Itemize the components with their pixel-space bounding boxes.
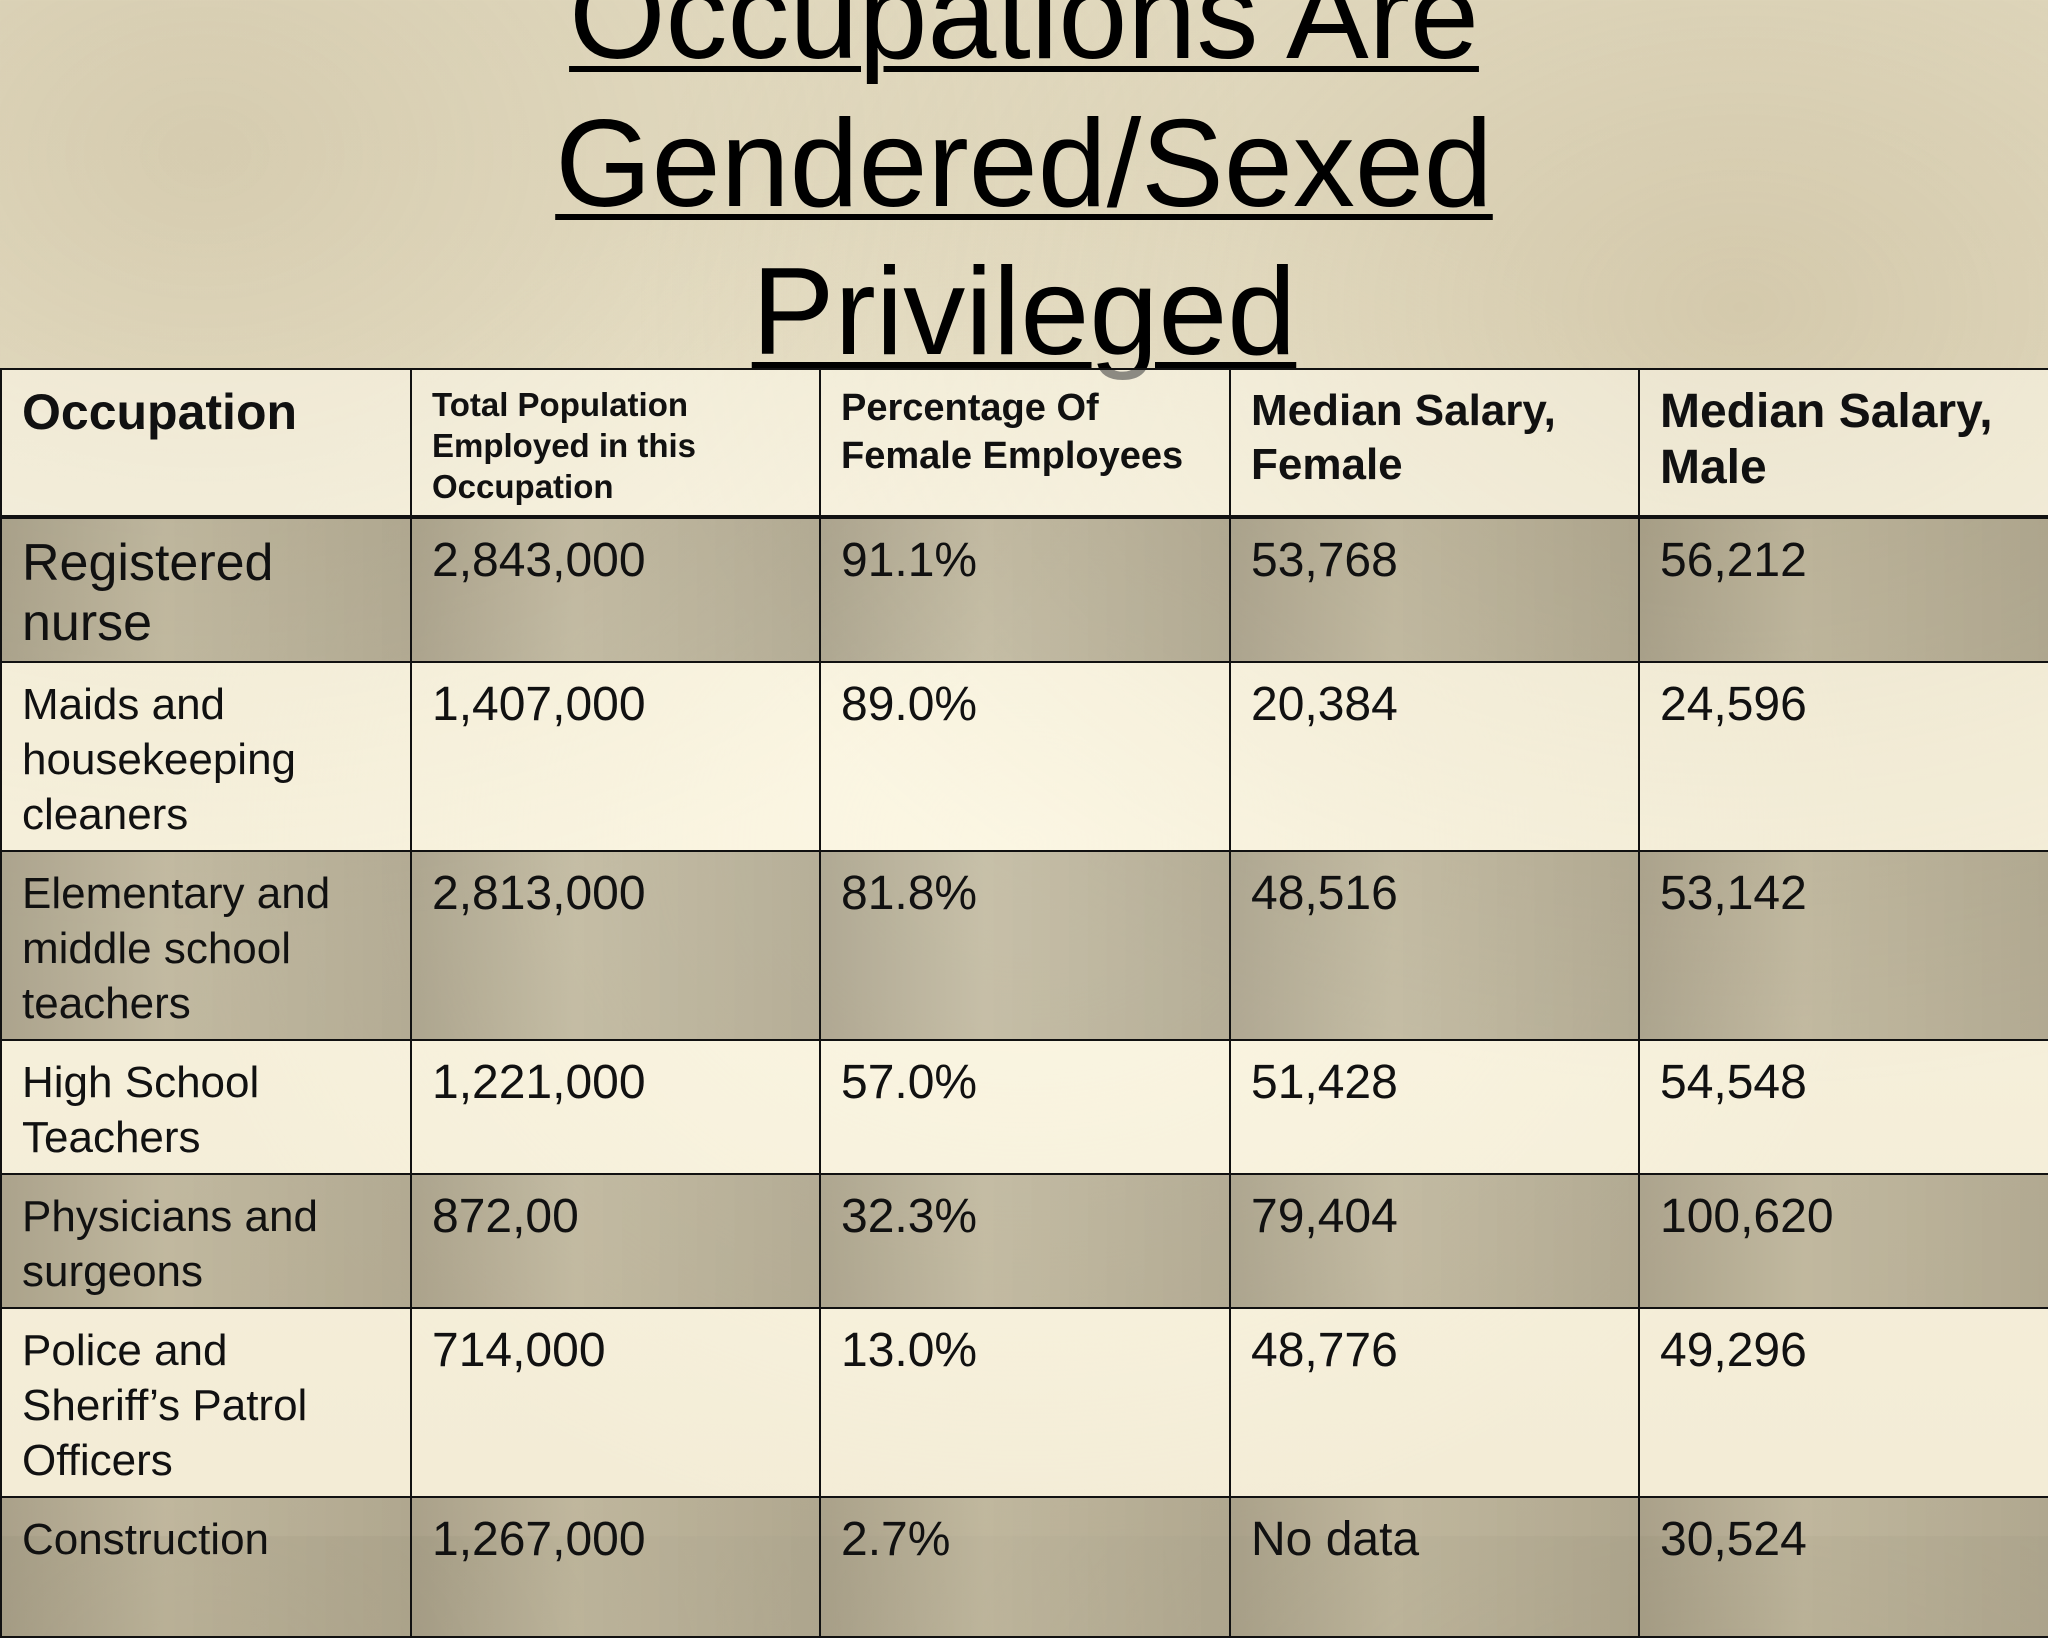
cell-total-population: 1,407,000 (410, 661, 821, 852)
header-median-salary-male: Median Salary, Male (1638, 368, 2048, 519)
table-header-row: Occupation Total Population Employed in … (0, 368, 2048, 519)
cell-occupation: High School Teachers (0, 1039, 412, 1175)
table-row: Police and Sheriff’s Patrol Officers 714… (0, 1307, 2048, 1498)
cell-female-percentage: 32.3% (819, 1173, 1231, 1309)
cell-female-percentage: 81.8% (819, 850, 1231, 1041)
header-female-percentage: Percentage Of Female Employees (819, 368, 1231, 519)
table-row: Physicians and surgeons 872,00 32.3% 79,… (0, 1173, 2048, 1309)
header-median-salary-female: Median Salary, Female (1229, 368, 1640, 519)
cell-median-salary-male: 54,548 (1638, 1039, 2048, 1175)
cell-median-salary-male: 56,212 (1638, 516, 2048, 663)
occupation-table: Occupation Total Population Employed in … (0, 368, 2048, 1638)
cell-total-population: 872,00 (410, 1173, 821, 1309)
cell-total-population: 2,843,000 (410, 516, 821, 663)
cell-total-population: 714,000 (410, 1307, 821, 1498)
cell-median-salary-male: 53,142 (1638, 850, 2048, 1041)
cell-total-population: 1,221,000 (410, 1039, 821, 1175)
cell-female-percentage: 2.7% (819, 1496, 1231, 1638)
cell-median-salary-female: 51,428 (1229, 1039, 1640, 1175)
cell-occupation: Physicians and surgeons (0, 1173, 412, 1309)
table-row: Elementary and middle school teachers 2,… (0, 850, 2048, 1041)
table-row: Maids and housekeeping cleaners 1,407,00… (0, 661, 2048, 852)
cell-female-percentage: 57.0% (819, 1039, 1231, 1175)
header-total-population: Total Population Employed in this Occupa… (410, 368, 821, 519)
cell-median-salary-male: 24,596 (1638, 661, 2048, 852)
title-line-1: Occupations Are (569, 0, 1479, 85)
title-line-2: Gendered/Sexed (555, 95, 1493, 233)
cell-median-salary-female: 79,404 (1229, 1173, 1640, 1309)
table-row: Construction 1,267,000 2.7% No data 30,5… (0, 1496, 2048, 1638)
cell-median-salary-male: 100,620 (1638, 1173, 2048, 1309)
cell-median-salary-male: 30,524 (1638, 1496, 2048, 1638)
table-row: Registered nurse 2,843,000 91.1% 53,768 … (0, 516, 2048, 663)
cell-female-percentage: 89.0% (819, 661, 1231, 852)
cell-median-salary-female: 48,516 (1229, 850, 1640, 1041)
header-occupation: Occupation (0, 368, 412, 519)
cell-median-salary-female: 20,384 (1229, 661, 1640, 852)
title-line-3: Privileged (751, 243, 1297, 381)
cell-female-percentage: 13.0% (819, 1307, 1231, 1498)
cell-median-salary-male: 49,296 (1638, 1307, 2048, 1498)
cell-total-population: 1,267,000 (410, 1496, 821, 1638)
cell-total-population: 2,813,000 (410, 850, 821, 1041)
cell-occupation: Registered nurse (0, 516, 412, 663)
table-row: High School Teachers 1,221,000 57.0% 51,… (0, 1039, 2048, 1175)
cell-median-salary-female: 48,776 (1229, 1307, 1640, 1498)
slide-title: Occupations Are Gendered/Sexed Privilege… (0, 0, 2048, 386)
cell-occupation: Maids and housekeeping cleaners (0, 661, 412, 852)
cell-occupation: Construction (0, 1496, 412, 1638)
cell-occupation: Elementary and middle school teachers (0, 850, 412, 1041)
cell-median-salary-female: 53,768 (1229, 516, 1640, 663)
cell-female-percentage: 91.1% (819, 516, 1231, 663)
cell-occupation: Police and Sheriff’s Patrol Officers (0, 1307, 412, 1498)
cell-median-salary-female: No data (1229, 1496, 1640, 1638)
